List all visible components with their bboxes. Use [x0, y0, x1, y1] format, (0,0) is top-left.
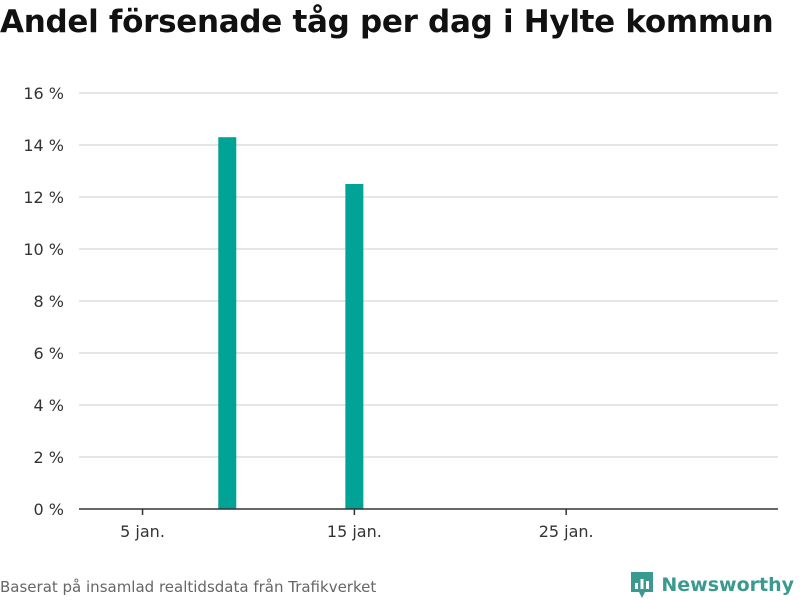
brand-name: Newsworthy [661, 574, 794, 596]
x-tick-label: 5 jan. [120, 522, 165, 541]
source-note: Baserat på insamlad realtidsdata från Tr… [0, 578, 377, 596]
y-tick-label: 8 % [34, 292, 64, 311]
x-tick-label: 25 jan. [539, 522, 594, 541]
y-tick-label: 2 % [34, 448, 64, 467]
y-axis-ticks: 0 % 2 % 4 % 6 % 8 % 10 % 12 % 14 % 16 % [23, 84, 64, 519]
bar [218, 137, 237, 509]
bar [345, 184, 364, 509]
y-tick-label: 12 % [23, 188, 64, 207]
newsworthy-logo-icon [631, 572, 654, 598]
x-tick-label: 15 jan. [327, 522, 382, 541]
y-tick-label: 14 % [23, 136, 64, 155]
gridlines [79, 92, 778, 458]
y-tick-label: 16 % [23, 84, 64, 103]
x-axis-ticks: 5 jan. 15 jan. 25 jan. [120, 509, 594, 541]
y-tick-label: 10 % [23, 240, 64, 259]
brand-logo[interactable]: Newsworthy [629, 570, 794, 600]
bar-chart: 0 % 2 % 4 % 6 % 8 % 10 % 12 % 14 % 16 % 5 jan. 15… [23, 84, 778, 541]
y-tick-label: 0 % [34, 500, 64, 519]
y-tick-label: 6 % [34, 344, 64, 363]
bars [218, 137, 364, 509]
chart-title: Andel försenade tåg per dag i Hylte komm… [0, 4, 774, 40]
y-tick-label: 4 % [34, 396, 64, 415]
